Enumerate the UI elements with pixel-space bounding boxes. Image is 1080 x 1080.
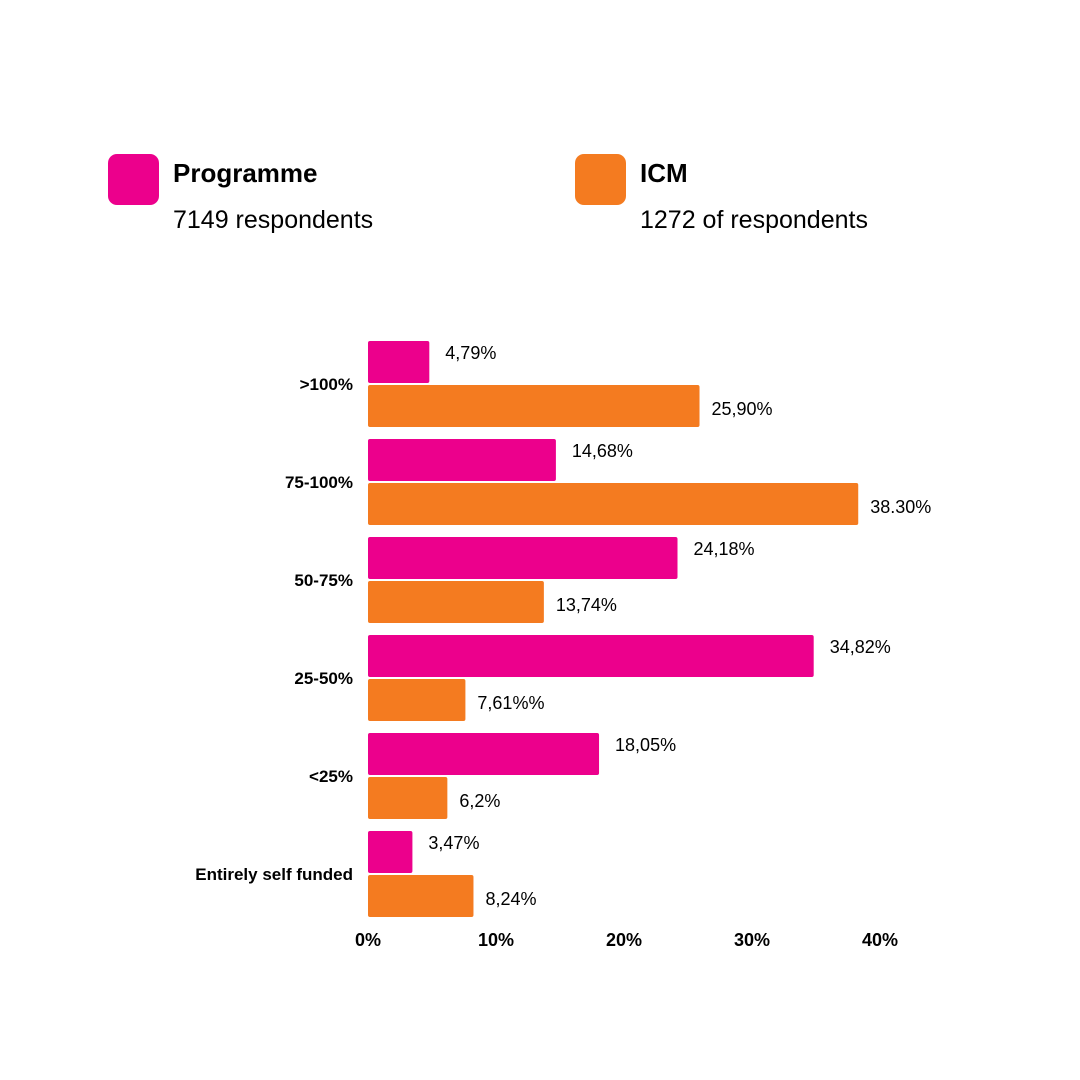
value-label-programme-lt-25: 18,05% [615,735,676,755]
category-label-25-50: 25-50% [294,669,353,688]
bar-icm-lt-25 [368,777,448,819]
bar-programme-50-75 [368,537,678,579]
category-label-50-75: 50-75% [294,571,353,590]
category-label-gt-100: >100% [300,375,353,394]
bar-programme-75-100 [368,439,556,481]
value-label-icm-gt-100: 25,90% [712,399,773,419]
value-label-programme-gt-100: 4,79% [445,343,496,363]
x-tick-label: 40% [862,930,898,950]
bar-icm-75-100 [368,483,859,525]
category-label-lt-25: <25% [309,767,353,786]
value-label-icm-lt-25: 6,2% [459,791,500,811]
bar-programme-lt-25 [368,733,600,775]
value-label-icm-25-50: 7,61%% [477,693,544,713]
value-label-programme-25-50: 34,82% [830,637,891,657]
value-label-icm-75-100: 38.30% [870,497,931,517]
legend-programme-swatch [108,154,159,205]
legend-programme-respondents: 7149 respondents [173,206,374,234]
x-tick-label: 20% [606,930,642,950]
bar-icm-25-50 [368,679,466,721]
legend-icm-respondents: 1272 of respondents [640,206,868,234]
value-label-programme-50-75: 24,18% [694,539,755,559]
bar-programme-gt-100 [368,341,430,383]
bar-programme-25-50 [368,635,814,677]
legend-programme-name: Programme [173,158,318,188]
value-label-programme-entirely-self-funded: 3,47% [428,833,479,853]
bar-icm-entirely-self-funded [368,875,474,917]
x-tick-label: 30% [734,930,770,950]
bar-icm-50-75 [368,581,544,623]
category-label-75-100: 75-100% [285,473,353,492]
bar-programme-entirely-self-funded [368,831,413,873]
legend-icm-name: ICM [640,158,688,188]
value-label-icm-50-75: 13,74% [556,595,617,615]
x-tick-label: 10% [478,930,514,950]
legend-icm-swatch [575,154,626,205]
bar-icm-gt-100 [368,385,700,427]
category-label-entirely-self-funded: Entirely self funded [195,865,353,884]
value-label-icm-entirely-self-funded: 8,24% [485,889,536,909]
value-label-programme-75-100: 14,68% [572,441,633,461]
x-tick-label: 0% [355,930,381,950]
